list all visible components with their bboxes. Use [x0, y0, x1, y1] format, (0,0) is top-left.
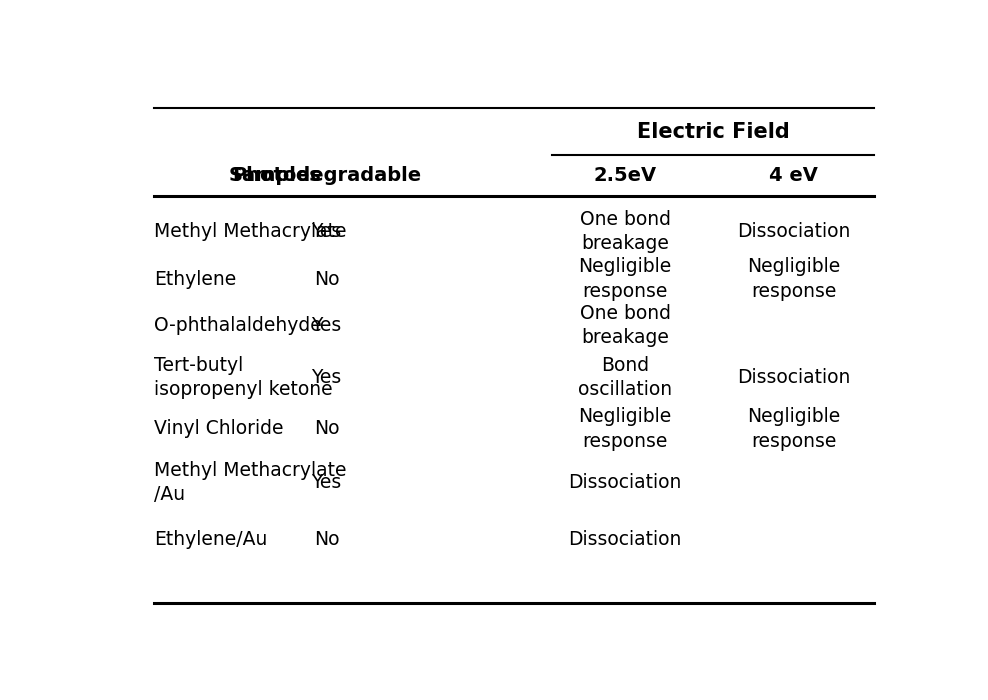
Text: Bond
oscillation: Bond oscillation — [578, 356, 672, 400]
Text: O-phthalaldehyde: O-phthalaldehyde — [154, 316, 322, 335]
Text: Yes: Yes — [311, 368, 342, 387]
Text: Negligible
response: Negligible response — [747, 407, 840, 451]
Text: Electric Field: Electric Field — [636, 122, 789, 141]
Text: 2.5eV: 2.5eV — [594, 166, 657, 185]
Text: Methyl Methacrylate: Methyl Methacrylate — [154, 222, 347, 241]
Text: Dissociation: Dissociation — [568, 530, 682, 549]
Text: Ethylene/Au: Ethylene/Au — [154, 530, 268, 549]
Text: 4 eV: 4 eV — [769, 166, 818, 185]
Text: Dissociation: Dissociation — [737, 222, 851, 241]
Text: Vinyl Chloride: Vinyl Chloride — [154, 419, 284, 438]
Text: Dissociation: Dissociation — [568, 473, 682, 492]
Text: Methyl Methacrylate
/Au: Methyl Methacrylate /Au — [154, 461, 347, 505]
Text: Tert-butyl
isopropenyl ketone: Tert-butyl isopropenyl ketone — [154, 356, 333, 400]
Text: Dissociation: Dissociation — [737, 368, 851, 387]
Text: Negligible
response: Negligible response — [747, 258, 840, 301]
Text: No: No — [313, 419, 339, 438]
Text: No: No — [313, 270, 339, 288]
Text: Ethylene: Ethylene — [154, 270, 236, 288]
Text: Yes: Yes — [311, 473, 342, 492]
Text: Samples: Samples — [228, 166, 321, 185]
Text: Negligible
response: Negligible response — [578, 258, 672, 301]
Text: Photodegradable: Photodegradable — [232, 166, 421, 185]
Text: One bond
breakage: One bond breakage — [580, 209, 671, 253]
Text: Negligible
response: Negligible response — [578, 407, 672, 451]
Text: Yes: Yes — [311, 316, 342, 335]
Text: Yes: Yes — [311, 222, 342, 241]
Text: No: No — [313, 530, 339, 549]
Text: One bond
breakage: One bond breakage — [580, 304, 671, 347]
